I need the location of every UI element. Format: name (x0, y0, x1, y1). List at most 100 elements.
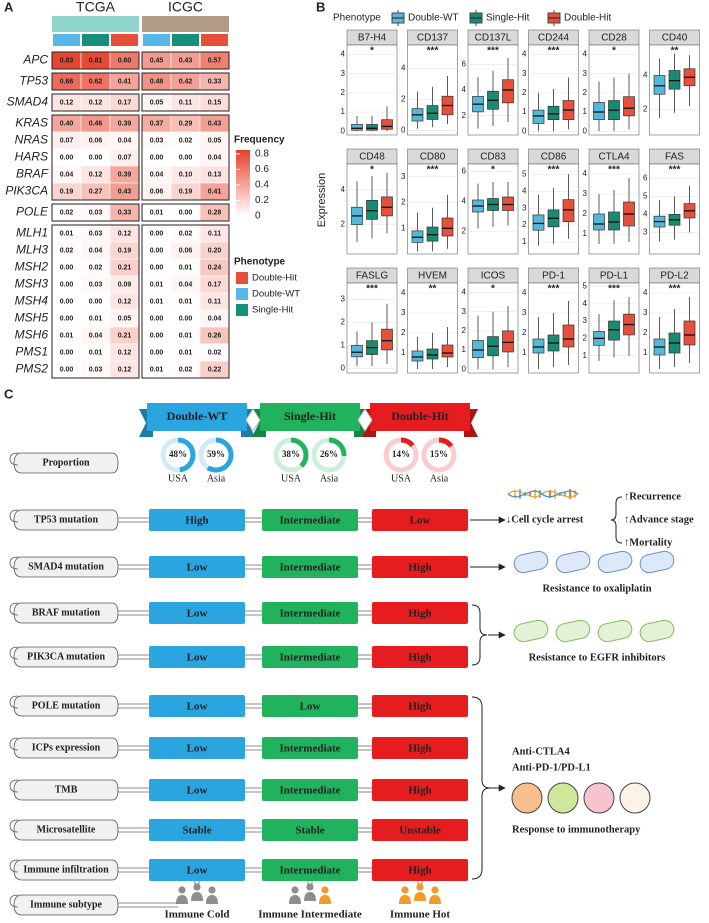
row-label-shape (13, 646, 119, 668)
level-text: Low (187, 785, 208, 797)
level-cell (262, 695, 358, 717)
cell-value: 0.01 (150, 298, 164, 305)
level-text: Intermediate (279, 865, 340, 877)
gene-label: HARS (15, 150, 48, 164)
panel-title: PD-1 (542, 271, 565, 282)
panel-title: CD83 (480, 152, 506, 163)
level-cell (149, 779, 245, 801)
cell-value: 0.12 (89, 171, 103, 178)
color-tick-label: 0.6 (255, 164, 269, 175)
cell-value: 0.33 (118, 209, 132, 216)
y-tick-label: 4 (643, 71, 648, 80)
box (623, 96, 635, 117)
y-tick-label: 1 (522, 107, 527, 116)
gene-label: SMAD4 (7, 95, 49, 109)
level-text: High (408, 865, 431, 877)
cell-icon (555, 550, 591, 574)
level-cell (262, 509, 358, 531)
box (547, 105, 560, 121)
level-text: Low (410, 515, 431, 527)
cell-value: 0.05 (150, 99, 164, 106)
row-label: ICPs expression (32, 742, 101, 753)
level-cell (149, 509, 245, 531)
panel-title: CD137L (475, 33, 512, 44)
cell-value: 0.06 (150, 188, 164, 195)
gene-label: MSH4 (15, 294, 49, 308)
level-cell (262, 556, 358, 578)
level-text: Stable (295, 825, 324, 837)
effect-text: Resistance to EGFR inhibitors (529, 652, 666, 663)
level-text: Intermediate (279, 562, 340, 574)
phenotype-bar (111, 34, 138, 46)
panel-label: A (4, 0, 14, 14)
gene-label: PMS2 (15, 362, 48, 376)
significance: *** (366, 284, 378, 295)
cell-value: 0.00 (60, 264, 74, 271)
y-tick-label: 5 (522, 169, 527, 178)
level-cell (149, 556, 245, 578)
cell-value: 0.41 (208, 188, 222, 195)
cell-value: 0.15 (208, 99, 222, 106)
y-axis-label: Expression (316, 173, 328, 227)
color-tick-label: 0.8 (255, 149, 269, 160)
significance: *** (669, 284, 681, 295)
ribbon-diamond (245, 408, 261, 432)
y-tick-label: 5 (643, 192, 648, 201)
level-cell (262, 779, 358, 801)
level-cell (262, 859, 358, 881)
ring-value: 14% (392, 449, 410, 459)
phenotype-bar (172, 34, 199, 46)
brace (471, 696, 491, 880)
y-tick-label: 3 (522, 69, 527, 78)
block-border (51, 114, 140, 201)
color-tick-label: 0 (255, 211, 261, 222)
ring-region: Asia (207, 473, 226, 484)
row-label-shape (13, 819, 119, 841)
block-border (141, 203, 230, 222)
panel-title: HVEM (418, 271, 447, 282)
ring-value: 15% (430, 449, 448, 459)
ring-region: USA (391, 473, 412, 484)
y-tick-label: 2 (462, 227, 467, 236)
panel-label: B (316, 0, 325, 14)
ring-arc (421, 437, 457, 473)
box (426, 105, 439, 120)
y-tick-label: 3 (583, 316, 588, 325)
significance: *** (608, 165, 620, 176)
panel-title: CD28 (601, 33, 627, 44)
person-head (193, 883, 201, 891)
cell-value: 0.03 (89, 366, 103, 373)
level-cell (149, 602, 245, 624)
legend-title: Phenotype (234, 257, 286, 268)
color-bar (236, 150, 250, 216)
y-tick-label: 1 (643, 348, 648, 357)
cell-value: 0.03 (89, 281, 103, 288)
level-text: High (408, 608, 431, 620)
cell-value: 0.04 (208, 315, 222, 322)
y-tick-label: 2 (462, 326, 467, 335)
significance: * (370, 165, 374, 176)
ring-value: 48% (169, 449, 187, 459)
y-tick-label: 2 (341, 88, 346, 97)
panel-title: CD80 (420, 152, 446, 163)
person-head (291, 886, 299, 894)
row-label-curl (9, 894, 19, 908)
y-tick-label: 6 (462, 167, 467, 176)
ring-region: Asia (430, 473, 449, 484)
subtype-label: Immune Cold (164, 909, 229, 921)
y-tick-label: 4 (522, 50, 527, 59)
ring-arc (273, 437, 309, 473)
person-body (191, 892, 203, 901)
gene-label: KRAS (15, 116, 48, 130)
y-tick-label: 0 (583, 126, 588, 135)
cohort-bar (52, 16, 139, 32)
y-tick-label: 3 (341, 294, 346, 303)
significance: *** (427, 165, 439, 176)
box (381, 196, 393, 217)
y-tick-label: 4 (341, 185, 346, 194)
row-label-shape (13, 556, 119, 578)
row-label-shape (13, 737, 119, 759)
level-cell (372, 556, 468, 578)
cell-value: 0.26 (208, 332, 222, 339)
immune-cell (547, 782, 579, 814)
